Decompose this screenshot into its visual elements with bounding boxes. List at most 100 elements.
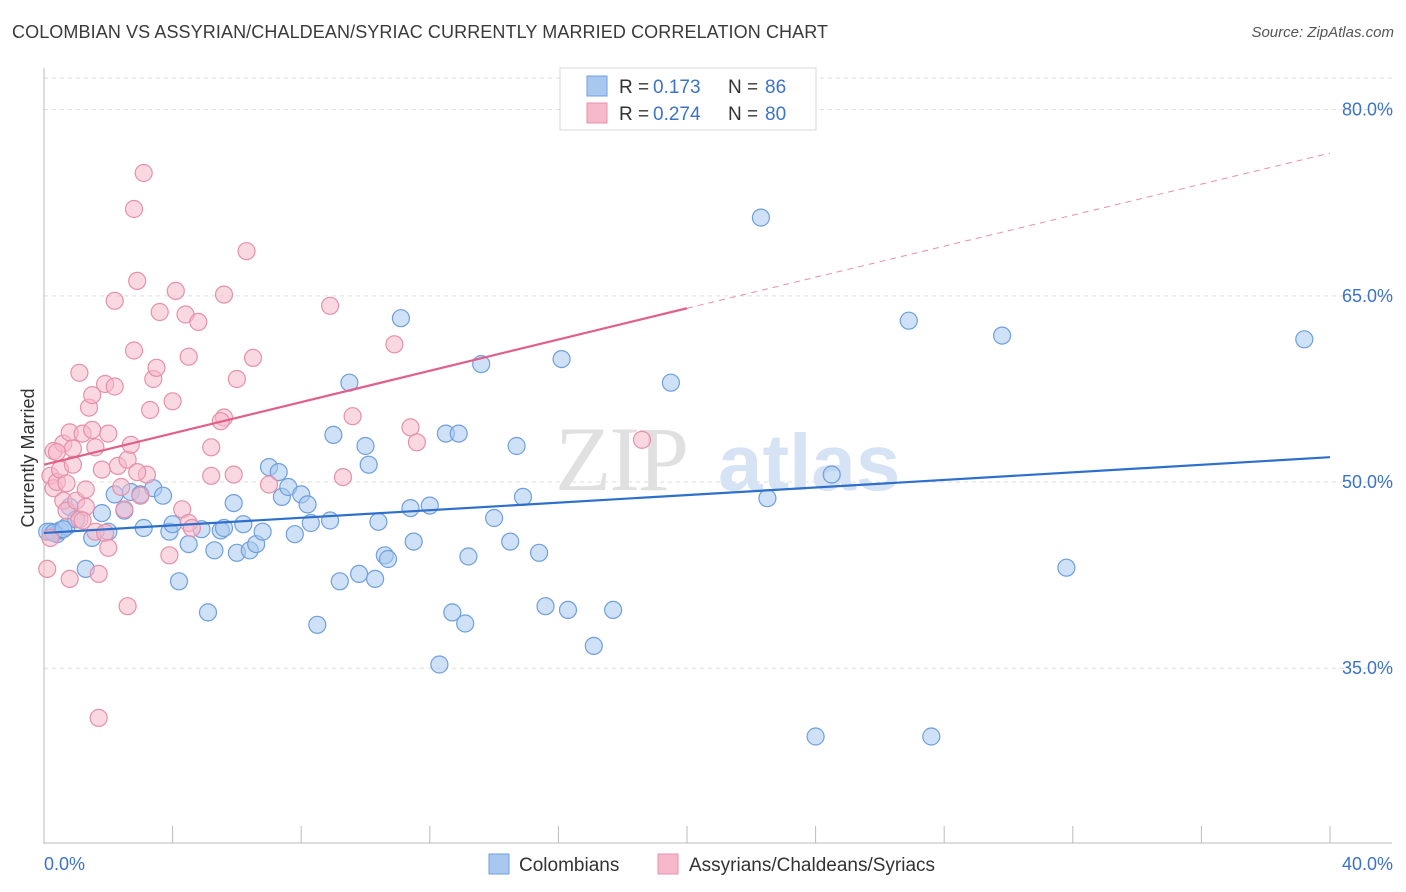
- assyrians-point: [134, 163, 153, 183]
- assyrians-point: [99, 424, 118, 443]
- bottom-legend-label-colombians: Colombians: [519, 855, 619, 876]
- assyrians-point: [95, 523, 115, 543]
- assyrians-point: [83, 420, 102, 439]
- grid-lines: [44, 77, 1392, 669]
- colombians-point: [459, 547, 478, 566]
- watermark-zip: ZIP: [555, 408, 687, 510]
- legend-n-label-2: N =: [728, 104, 758, 125]
- assyrians-point: [89, 708, 108, 728]
- colombians-point: [298, 495, 317, 514]
- y-tick-label: 50.0%: [1342, 472, 1393, 492]
- colombians-point: [430, 655, 449, 674]
- colombians-point: [485, 508, 504, 528]
- chart-source: Source: ZipAtlas.com: [1251, 24, 1394, 41]
- tick-labels: 80.0% 65.0% 50.0% 35.0% 0.0% 40.0%: [44, 100, 1393, 874]
- bottom-legend-label-assyrians: Assyrians/Chaldeans/Syriacs: [689, 855, 935, 876]
- colombians-point: [603, 600, 623, 620]
- colombians-point: [529, 543, 549, 562]
- colombians-point: [401, 499, 420, 518]
- colombians-point: [198, 603, 218, 622]
- colombians-point: [330, 572, 349, 591]
- assyrians-point: [632, 430, 652, 449]
- legend-swatch-colombians: [586, 75, 608, 97]
- colombians-point: [758, 489, 777, 508]
- colombians-point: [366, 569, 385, 589]
- chart-title: COLOMBIAN VS ASSYRIAN/CHALDEAN/SYRIAC CU…: [12, 22, 829, 42]
- assyrians-point: [89, 564, 108, 584]
- y-axis-title: Currently Married: [18, 388, 38, 527]
- colombians-point: [205, 541, 224, 560]
- colombians-point: [350, 564, 369, 584]
- assyrians-point: [259, 475, 279, 494]
- assyrians-point: [57, 474, 76, 493]
- assyrians-point: [385, 335, 404, 354]
- series-legend: Colombians Assyrians/Chaldeans/Syriacs: [488, 853, 935, 876]
- assyrians-point: [333, 468, 353, 487]
- assyrians-point: [160, 546, 179, 565]
- colombians-point: [558, 600, 578, 620]
- assyrians-trend-line: [43, 307, 688, 466]
- assyrians-point: [202, 466, 221, 485]
- assyrians-point: [166, 281, 185, 300]
- colombians-point: [308, 615, 327, 634]
- assyrians-point: [407, 433, 426, 452]
- y-tick-label: 65.0%: [1342, 286, 1393, 306]
- colombians-point: [922, 727, 941, 746]
- assyrians-point: [131, 486, 150, 505]
- assyrians-point: [214, 285, 234, 304]
- colombians-trend-line: [43, 456, 1331, 535]
- legend-r-label-2: R =: [619, 104, 649, 125]
- assyrians-point: [124, 341, 144, 360]
- assyrians-point: [105, 291, 124, 310]
- assyrians-point: [147, 358, 166, 377]
- bottom-legend-swatch-assyrians: [657, 853, 679, 875]
- colombians-point: [234, 515, 253, 534]
- assyrians-point: [83, 386, 102, 405]
- colombians-point: [378, 549, 398, 569]
- legend-n-value-2: 80: [765, 104, 786, 125]
- colombians-point: [54, 520, 73, 539]
- assyrians-point: [124, 199, 144, 219]
- assyrians-point: [128, 463, 147, 482]
- assyrians-point: [47, 443, 67, 462]
- colombians-point: [153, 486, 173, 505]
- colombians-point: [169, 572, 189, 591]
- trend-lines: [43, 152, 1331, 535]
- data-points: [38, 163, 1314, 746]
- watermark-atlas: atlas: [718, 418, 900, 507]
- colombians-point: [269, 463, 288, 482]
- assyrians-point: [92, 460, 112, 479]
- legend-r-label-1: R =: [619, 77, 649, 98]
- correlation-legend: R = 0.173 N = 86 R = 0.274 N = 80: [559, 67, 817, 131]
- assyrians-point: [182, 518, 201, 538]
- assyrians-point: [189, 312, 208, 331]
- legend-r-value-1: 0.173: [653, 77, 701, 98]
- assyrians-point: [237, 242, 256, 261]
- colombians-point: [501, 532, 520, 551]
- watermark: ZIP atlas: [555, 408, 900, 510]
- legend-r-value-2: 0.274: [653, 104, 701, 125]
- colombians-point: [536, 597, 555, 616]
- assyrians-point: [105, 377, 124, 396]
- legend-n-label-1: N =: [728, 77, 758, 98]
- colombians-point: [214, 518, 234, 538]
- colombians-point: [822, 465, 841, 484]
- assyrians-point: [202, 438, 221, 457]
- colombians-point: [404, 532, 423, 551]
- colombians-point: [552, 350, 571, 369]
- colombians-point: [899, 311, 918, 330]
- colombians-point: [443, 603, 462, 622]
- assyrians-point: [243, 348, 263, 367]
- colombians-point: [301, 513, 320, 533]
- assyrians-point: [76, 480, 95, 499]
- assyrians-point: [115, 500, 134, 519]
- assyrians-point: [150, 302, 169, 322]
- colombians-point: [224, 494, 243, 513]
- colombians-point: [356, 436, 375, 456]
- x-tick-label: 0.0%: [44, 854, 85, 874]
- assyrians-point: [227, 369, 246, 389]
- colombians-point: [751, 208, 771, 227]
- colombians-point: [359, 455, 378, 474]
- assyrians-point: [63, 439, 83, 458]
